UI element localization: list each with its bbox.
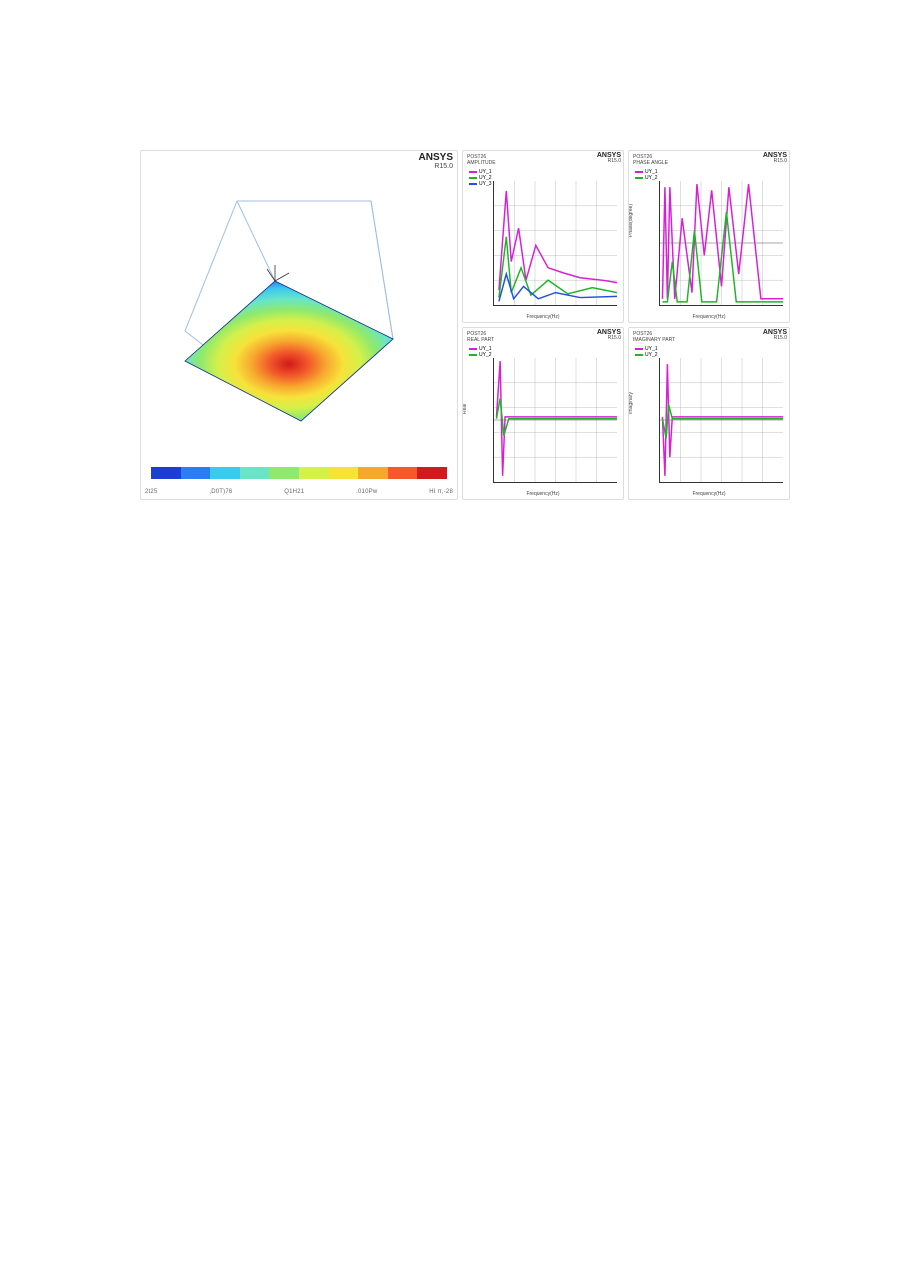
plot-area [493, 181, 617, 306]
x-axis-label: Frequency(Hz) [692, 314, 725, 320]
chart-legend: UY_1UY_2 [469, 346, 492, 358]
contour-colorbar [151, 467, 447, 479]
x-axis-label: Frequency(Hz) [692, 491, 725, 497]
contour-surface [171, 276, 419, 436]
plot-area [659, 181, 783, 306]
contour-plot [171, 181, 431, 461]
software-version: R15.0 [419, 163, 453, 170]
colorbar-tick: Q1H21 [284, 489, 304, 495]
colorbar-tick: .010Pw [356, 489, 377, 495]
colorbar-labels: 2t25 ,D0T)76 Q1H21 .010Pw HI π,-28 [145, 489, 453, 495]
ansys-logo: ANSYSR15.0 [597, 329, 621, 341]
software-name: ANSYS [419, 152, 453, 163]
colorbar-tick: 2t25 [145, 489, 157, 495]
ansys-logo: ANSYSR15.0 [763, 329, 787, 341]
y-axis-label: Imaginary [628, 392, 634, 414]
colorbar-tick: ,D0T)76 [209, 489, 232, 495]
ansys-logo: ANSYS R15.0 [419, 153, 453, 170]
axis-triad [267, 265, 289, 281]
plot-area [493, 358, 617, 483]
chart-imag: ANSYSR15.0POST26IMAGINARY PARTUY_1UY_2Fr… [628, 327, 790, 500]
x-axis-label: Frequency(Hz) [526, 491, 559, 497]
y-axis-label: Real [462, 403, 468, 413]
chart-legend: UY_1UY_2 [635, 346, 658, 358]
plot-area [659, 358, 783, 483]
y-axis-label: Phase(degree) [628, 203, 634, 236]
ansys-logo: ANSYSR15.0 [597, 152, 621, 164]
chart-amplitude: ANSYSR15.0POST26AMPLITUDEUY_1UY_2UY_3Fre… [462, 150, 624, 323]
ansys-logo: ANSYSR15.0 [763, 152, 787, 164]
colorbar-tick: HI π,-28 [429, 489, 453, 495]
chart-phase: ANSYSR15.0POST26PHASE ANGLEUY_1UY_2Frequ… [628, 150, 790, 323]
chart-grid: ANSYSR15.0POST26AMPLITUDEUY_1UY_2UY_3Fre… [462, 150, 790, 500]
contour-panel: ANSYS R15.0 [140, 150, 458, 500]
x-axis-label: Frequency(Hz) [526, 314, 559, 320]
chart-legend: UY_1UY_2UY_3 [469, 169, 492, 187]
chart-real: ANSYSR15.0POST26REAL PARTUY_1UY_2Frequen… [462, 327, 624, 500]
chart-legend: UY_1UY_2 [635, 169, 658, 181]
figure-canvas: ANSYS R15.0 [140, 150, 790, 505]
